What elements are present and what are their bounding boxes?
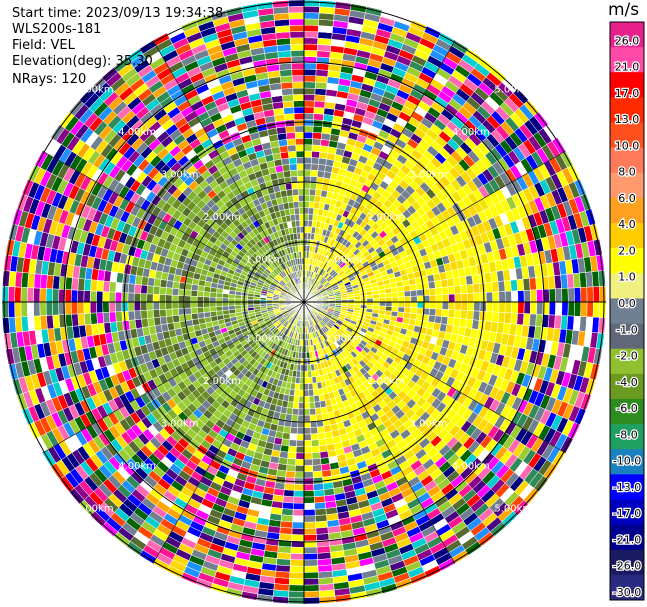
instrument-label: WLS200s-181 <box>12 22 102 37</box>
azimuth-spoke <box>42 150 305 303</box>
range-label: 1.00km <box>325 254 363 265</box>
range-label: 1.00km <box>245 334 283 345</box>
range-label: 2.00km <box>203 376 241 387</box>
range-label: 4.00km <box>118 461 156 472</box>
range-label: 1.00km <box>245 254 283 265</box>
range-label: 2.00km <box>367 376 405 387</box>
range-label: 2.00km <box>367 212 405 223</box>
range-label: 4.00km <box>452 461 490 472</box>
azimuth-spoke <box>303 301 566 454</box>
azimuth-spoke <box>152 301 305 564</box>
start-time-label: Start time: 2023/09/13 19:34:38 <box>12 6 224 21</box>
range-label: 4.00km <box>118 127 156 138</box>
range-label: 5.00km <box>494 85 532 96</box>
range-label: 3.00km <box>410 170 448 181</box>
range-label: 3.00km <box>161 418 199 429</box>
elevation-label: Elevation(deg): 35.30 <box>12 54 153 69</box>
nrays-label: NRays: 120 <box>12 72 87 87</box>
azimuth-spoke <box>42 301 305 454</box>
range-label: 5.00km <box>76 503 114 514</box>
range-label: 1.00km <box>325 334 363 345</box>
range-label: 5.00km <box>76 85 114 96</box>
azimuth-spoke <box>303 150 566 303</box>
azimuth-spoke <box>303 40 456 303</box>
field-label: Field: VEL <box>12 38 75 53</box>
ppi-rays <box>1 0 607 605</box>
range-label: 5.00km <box>494 503 532 514</box>
colorbar-units: m/s <box>608 0 640 20</box>
range-label: 4.00km <box>452 127 490 138</box>
azimuth-spoke <box>303 301 456 564</box>
range-label: 3.00km <box>410 418 448 429</box>
range-label: 3.00km <box>161 170 199 181</box>
range-label: 2.00km <box>203 212 241 223</box>
azimuth-spoke <box>152 40 305 303</box>
range-rings <box>2 0 606 604</box>
